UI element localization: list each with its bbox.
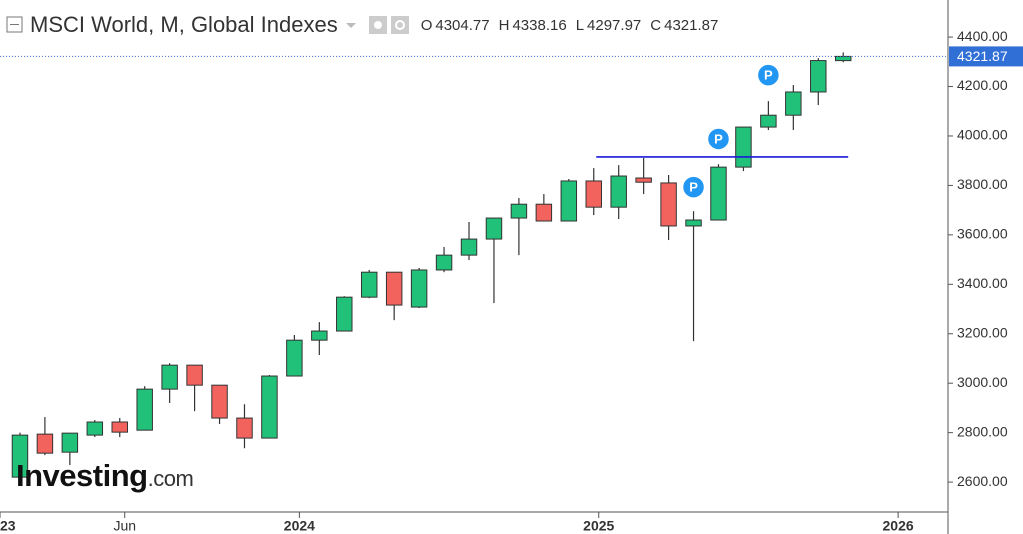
collapse-icon[interactable] (6, 16, 24, 34)
header: MSCI World, M, Global Indexes O 4304.77 H… (6, 12, 718, 38)
candle-body (311, 330, 328, 341)
candle-body (585, 180, 602, 208)
candle-body (211, 384, 228, 419)
last-price-box (949, 46, 1023, 67)
ohlc-value: 4297.97 (587, 16, 642, 34)
candle-body (834, 55, 852, 62)
candle-body (610, 175, 627, 208)
candle-body (635, 177, 652, 183)
title: MSCI World, M, Global Indexes (30, 12, 338, 37)
candle-body (810, 60, 827, 93)
candle-body (336, 296, 353, 332)
y-tick-label: 3400.00 (957, 275, 1008, 291)
candle-body (186, 364, 203, 386)
settings-icons[interactable] (368, 15, 412, 35)
candle-body (660, 182, 677, 227)
candle-body (785, 91, 802, 116)
event-marker-label: P (689, 180, 698, 195)
candle-body (685, 219, 702, 227)
candle-body (710, 166, 727, 221)
ohlc-value: 4304.77 (435, 16, 490, 34)
last-price-label: 4321.87 (957, 48, 1008, 64)
y-tick-label: 4400.00 (957, 28, 1008, 44)
candle-body (485, 217, 503, 240)
x-tick-label: 2026 (883, 518, 914, 534)
y-tick-label: 4000.00 (957, 127, 1008, 143)
logo: Investing.com (16, 458, 194, 494)
candle-body (510, 203, 528, 219)
candle-body (435, 254, 453, 271)
event-marker (681, 175, 706, 199)
y-tick-label: 3800.00 (957, 176, 1008, 192)
candle-body (286, 339, 303, 377)
y-tick-label: 2600.00 (957, 473, 1008, 489)
candle-body (236, 417, 253, 439)
candle-body (560, 180, 578, 222)
candle-body (36, 433, 54, 454)
candle-body (360, 271, 378, 298)
event-marker-label: P (714, 131, 723, 146)
candle-body (61, 432, 79, 453)
logo-main: Investing (16, 458, 148, 493)
x-tick-label: 2025 (583, 518, 614, 534)
event-marker (706, 127, 731, 151)
ohlc-key: C (650, 16, 662, 34)
event-marker (756, 63, 781, 87)
y-tick-label: 4200.00 (957, 77, 1008, 93)
ohlc-key: O (420, 16, 433, 34)
y-tick-label: 3000.00 (957, 374, 1008, 390)
x-tick-label: 2023 (0, 518, 16, 534)
y-tick-label: 3600.00 (957, 226, 1008, 242)
candle-body (86, 421, 104, 436)
candle-body (760, 114, 777, 128)
ohlc-value: 4338.16 (512, 16, 567, 34)
candle-body (735, 126, 752, 168)
candle-body (11, 434, 29, 478)
x-tick-label: 2024 (284, 518, 315, 534)
candle-body (410, 269, 428, 308)
ohlc-key: L (575, 16, 585, 34)
plot-area: P P P (11, 52, 852, 483)
candle-body (385, 271, 403, 306)
candle-body (261, 375, 278, 439)
ohlc-value: 4321.87 (664, 16, 719, 34)
logo-suffix: .com (147, 466, 194, 491)
candle-body (111, 421, 128, 433)
candle-body (535, 203, 553, 222)
y-tick-label: 3200.00 (957, 324, 1008, 340)
y-tick-label: 2800.00 (957, 423, 1008, 439)
x-tick-label: Jun (113, 518, 136, 534)
event-marker-label: P (764, 68, 773, 83)
candle-body (136, 388, 153, 431)
candle-body (161, 364, 178, 390)
candle-body (460, 238, 478, 256)
dropdown-icon[interactable] (338, 16, 368, 34)
ohlc-key: H (498, 16, 510, 34)
